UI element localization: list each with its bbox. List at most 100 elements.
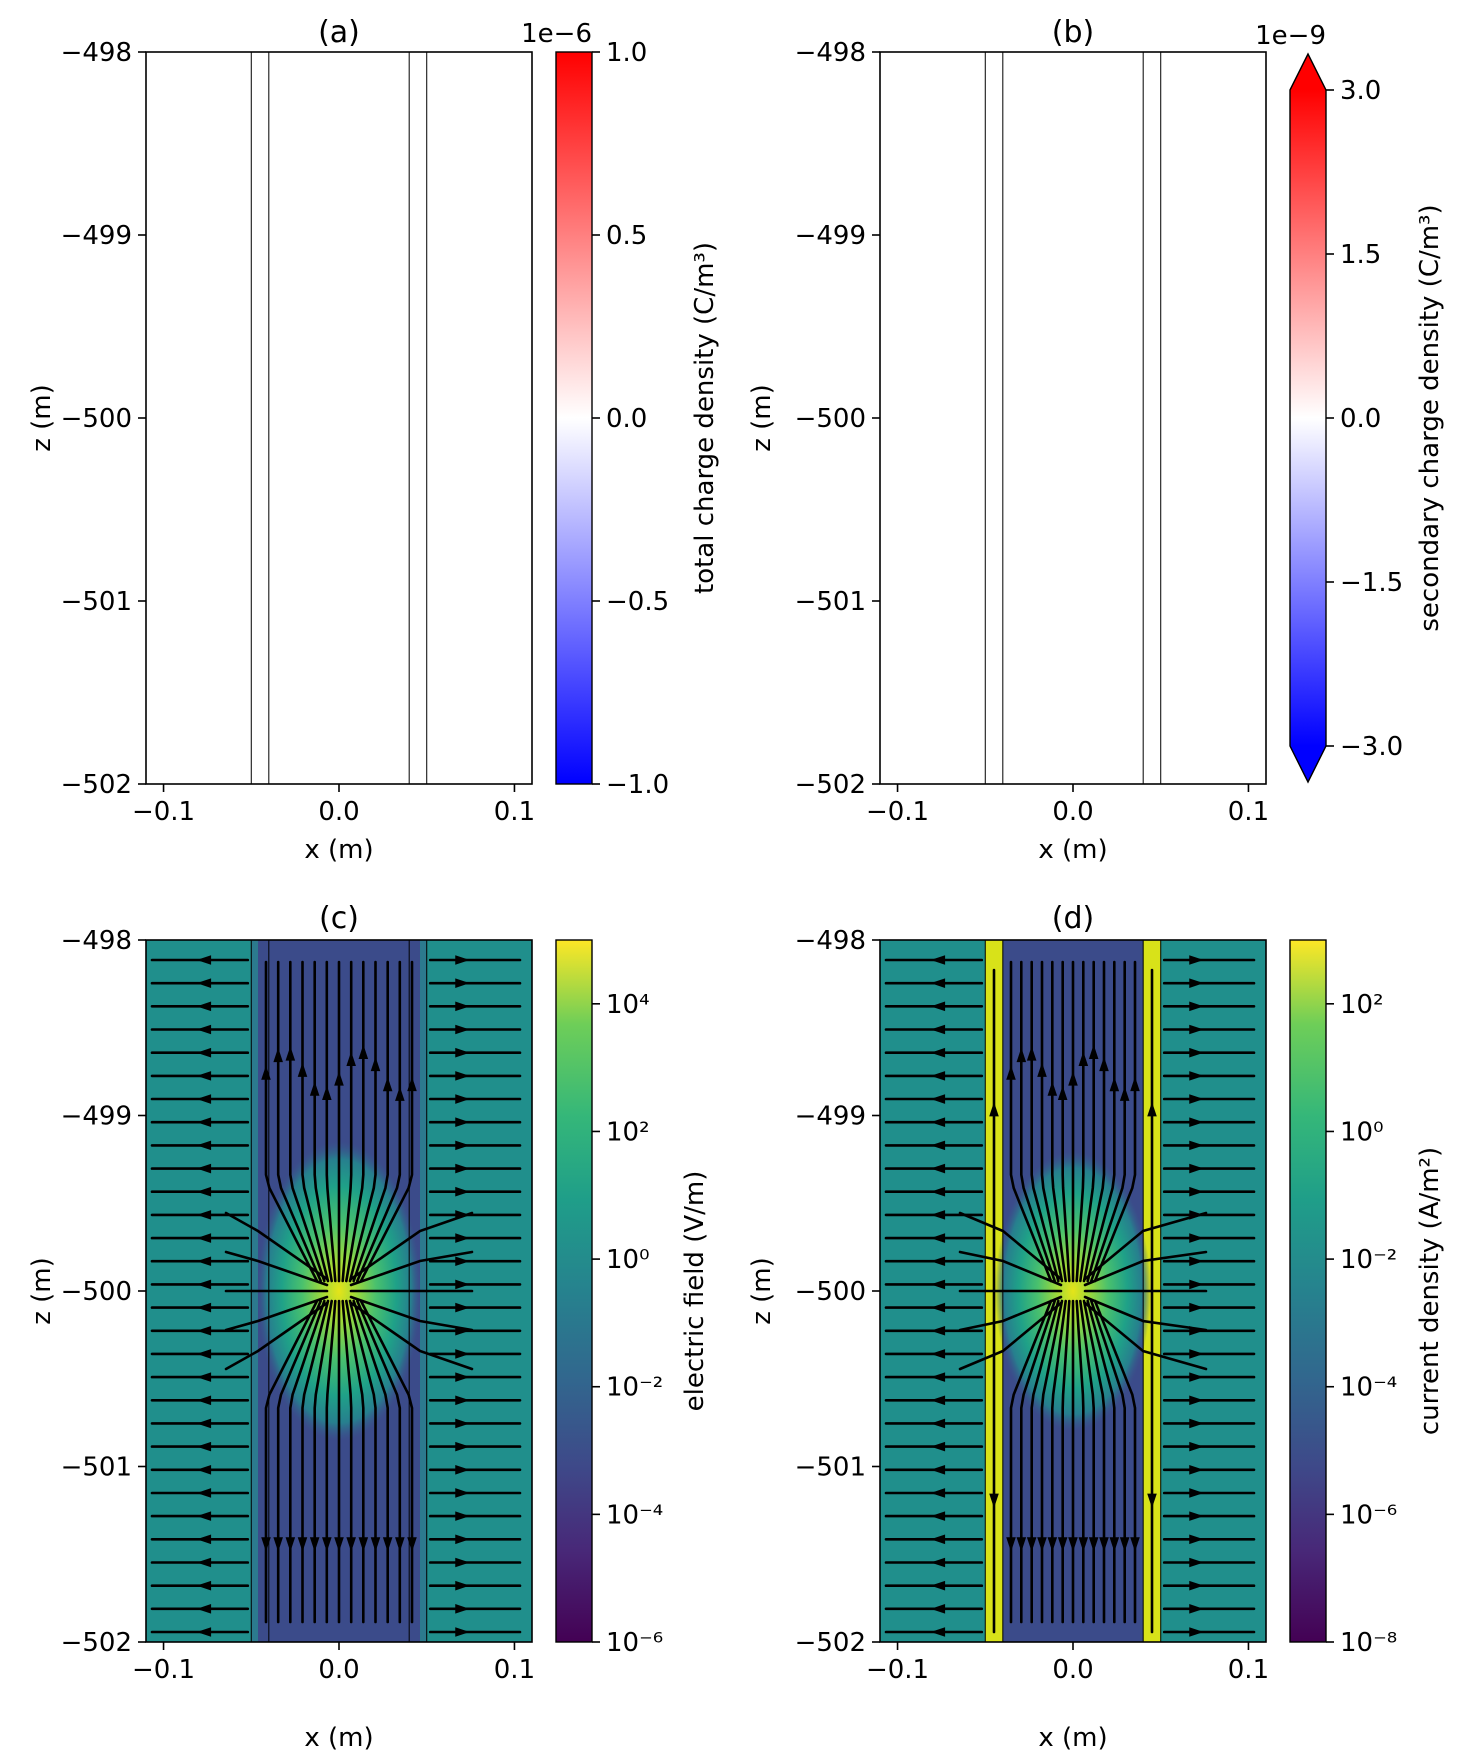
- streamline: [349, 1250, 474, 1287]
- streamline-arrow: [273, 1047, 283, 1063]
- streamline-arrow: [930, 1488, 946, 1498]
- streamline-arrow: [196, 1465, 212, 1475]
- streamline: [1086, 960, 1116, 1283]
- panel-a: (a) −0.1 0.0 0.1 −498 −499 −500 −501 −502 x (m)…: [27, 15, 720, 865]
- colorbar-tick-label: 1.5: [1340, 240, 1381, 270]
- panel-b-casing-walls: [984, 52, 1162, 784]
- streamline: [1079, 1299, 1095, 1624]
- streamline-arrow: [1189, 1395, 1204, 1406]
- y-tick-label: −500: [795, 1277, 866, 1307]
- streamline-arrow: [930, 1233, 946, 1243]
- streamline-arrow: [322, 1085, 332, 1100]
- panel-c-colorbar-ticks: 10⁴ 10² 10⁰ 10⁻² 10⁻⁴ 10⁻⁶: [592, 990, 663, 1658]
- streamline-arrow: [1026, 1537, 1037, 1552]
- panel-d-xlabel: x (m): [1038, 1723, 1107, 1753]
- streamline-arrow: [1189, 978, 1204, 988]
- streamline-arrow: [1057, 1085, 1068, 1100]
- streamline-arrow: [196, 1534, 212, 1545]
- streamline: [348, 960, 377, 1283]
- streamline-arrow: [1006, 1537, 1016, 1552]
- streamline-arrow: [1189, 1024, 1204, 1035]
- colorbar-tick-label: 10⁻²: [1340, 1245, 1397, 1275]
- streamline-arrow: [358, 1537, 369, 1552]
- streamline-arrow: [455, 1534, 470, 1545]
- streamline-arrow: [196, 1047, 212, 1058]
- streamline-arrow: [196, 1580, 212, 1591]
- y-tick-label: −499: [61, 1102, 132, 1132]
- streamline-arrow: [1189, 1256, 1204, 1267]
- streamline-arrow: [1006, 1065, 1016, 1080]
- streamline-arrow: [930, 1325, 946, 1336]
- streamline: [1040, 960, 1064, 1283]
- streamline-arrow: [1088, 1044, 1099, 1059]
- streamline-arrow: [196, 1024, 212, 1035]
- streamline-arrow: [1099, 1056, 1109, 1072]
- streamline-arrow: [1189, 1071, 1204, 1081]
- streamline-arrow: [455, 1094, 470, 1104]
- streamline-arrow: [455, 1302, 470, 1313]
- streamline-arrow: [196, 1441, 212, 1452]
- streamline-arrow: [455, 1395, 470, 1406]
- colorbar-tick-label: −3.0: [1340, 732, 1403, 762]
- streamline-arrow: [930, 1604, 946, 1614]
- streamline-arrow: [930, 1418, 946, 1429]
- streamline-arrow: [455, 1001, 470, 1012]
- streamline-arrow: [1189, 955, 1204, 965]
- streamline-arrow: [930, 1580, 946, 1591]
- charge-density-patch: [1142, 366, 1152, 455]
- panel-d-title: (d): [1052, 901, 1094, 936]
- panel-a-colorbar: [555, 51, 593, 785]
- streamline: [1090, 960, 1126, 1283]
- colorbar-tick-label: 3.0: [1340, 76, 1381, 106]
- streamline: [1082, 960, 1106, 1283]
- streamline-arrow: [273, 1537, 283, 1552]
- streamline-arrow: [1189, 1511, 1204, 1521]
- streamline: [289, 960, 326, 1283]
- panel-d-colorbar-label: current density (A/m²): [1415, 1147, 1445, 1435]
- streamline-arrow: [1189, 1302, 1204, 1313]
- panel-a-title: (a): [318, 15, 360, 50]
- streamline: [1061, 1299, 1071, 1624]
- panel-b-plot-area: [880, 52, 1266, 784]
- panel-d-colorbar-ticks: 10² 10⁰ 10⁻² 10⁻⁴ 10⁻⁶ 10⁻⁸: [1326, 990, 1397, 1658]
- streamline-arrow: [930, 1256, 946, 1267]
- panel-d-streamlines: [884, 955, 1256, 1637]
- streamline: [352, 1299, 389, 1624]
- streamline-arrow: [309, 1081, 320, 1096]
- streamline: [301, 960, 330, 1283]
- streamline-arrow: [1130, 1537, 1140, 1552]
- streamline-arrow: [455, 1465, 470, 1475]
- x-tick-label: 0.0: [318, 797, 359, 827]
- streamline-arrow: [455, 1117, 470, 1127]
- panel-a-ticks: −0.1 0.0 0.1 −498 −499 −500 −501 −502: [61, 38, 536, 827]
- x-tick-label: 0.0: [318, 1655, 359, 1685]
- streamline-arrow: [930, 1627, 946, 1637]
- panel-c-xlabel: x (m): [304, 1723, 373, 1753]
- streamline: [356, 960, 402, 1283]
- streamline: [345, 960, 365, 1283]
- streamline-arrow: [196, 1349, 212, 1359]
- streamline-arrow: [196, 1279, 212, 1290]
- panel-c-ticks: −0.1 0.0 0.1 −498 −499 −500 −501 −502: [61, 926, 536, 1685]
- panel-a-colorbar-offset: 1e−6: [521, 19, 592, 49]
- streamline-arrow: [930, 1534, 946, 1545]
- streamline-arrow: [930, 1557, 946, 1568]
- streamline-arrow: [1016, 1047, 1027, 1063]
- y-tick-label: −498: [795, 926, 866, 956]
- streamline-arrow: [1047, 1537, 1058, 1552]
- streamline-arrow: [196, 1001, 212, 1012]
- streamline-arrow: [455, 1256, 470, 1267]
- streamline: [224, 1250, 329, 1287]
- streamline-arrow: [1068, 1537, 1078, 1552]
- streamline-arrow: [285, 1046, 296, 1061]
- panel-d: (d) −0.1 0.0 0.1 −498 −499 −500 −501 −502 x (m)…: [747, 901, 1445, 1753]
- streamline: [1030, 960, 1060, 1283]
- streamline-arrow: [196, 1302, 212, 1313]
- streamline-arrow: [455, 1511, 470, 1521]
- streamline-arrow: [395, 1537, 405, 1552]
- streamline: [224, 1211, 329, 1281]
- streamline: [313, 960, 333, 1283]
- panel-b-colorbar-extend-max: [1290, 54, 1326, 90]
- streamline-arrow: [196, 1604, 212, 1614]
- streamline: [1030, 1299, 1060, 1624]
